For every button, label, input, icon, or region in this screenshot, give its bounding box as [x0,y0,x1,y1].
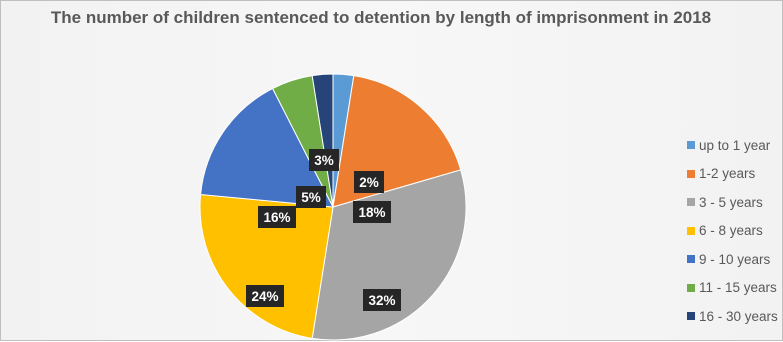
pie-slice [199,193,334,339]
legend-swatch [687,226,695,235]
pie-slice [200,87,334,208]
data-label: 5% [296,186,326,208]
legend-label: 1-2 years [699,166,756,182]
pie-slice [311,73,334,208]
legend-swatch [687,312,695,321]
legend-item: 9 - 10 years [687,245,783,274]
legend-item: 1-2 years [687,160,783,189]
pie-slice [311,169,467,341]
legend-item: 3 - 5 years [687,188,783,217]
legend-label: 9 - 10 years [699,251,771,267]
legend-item: 16 - 30 years [687,302,783,331]
legend-label: 6 - 8 years [699,223,763,239]
data-label: 16% [258,206,296,228]
svg-text:16%: 16% [263,210,290,225]
legend-swatch [687,141,695,150]
svg-text:32%: 32% [368,293,395,308]
legend-label: 3 - 5 years [699,194,763,210]
legend-swatch [687,198,695,207]
svg-text:5%: 5% [301,190,321,205]
data-label: 24% [246,285,284,307]
data-label: 3% [309,149,339,171]
legend-item: 11 - 15 years [687,274,783,303]
legend-item: 6 - 8 years [687,217,783,246]
svg-text:3%: 3% [314,153,334,168]
legend-label: 16 - 30 years [699,308,778,324]
legend-swatch [687,169,695,178]
data-label: 18% [353,201,391,223]
data-label: 2% [354,171,384,193]
data-label: 32% [363,289,401,311]
legend: up to 1 year 1-2 years 3 - 5 years 6 - 8 ye… [687,131,783,331]
legend-item: up to 1 year [687,131,783,160]
legend-swatch [687,255,695,264]
legend-swatch [687,283,695,292]
legend-label: 11 - 15 years [699,280,777,296]
legend-label: up to 1 year [699,137,771,153]
svg-text:2%: 2% [359,175,379,190]
chart-title: The number of children sentenced to dete… [50,8,712,27]
svg-text:24%: 24% [251,289,278,304]
svg-text:18%: 18% [358,205,385,220]
